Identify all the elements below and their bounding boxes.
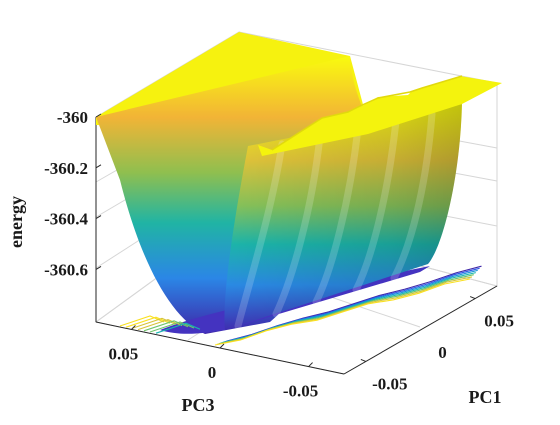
pc3-tick-mark-1	[219, 343, 225, 349]
well-ridge-5	[390, 110, 436, 282]
z-tick-mark-2	[95, 215, 102, 220]
plateau-near	[258, 76, 502, 156]
z-tick-label-2: -360.4	[44, 210, 88, 229]
pc1-tick-mark-1	[469, 296, 476, 300]
z-tick-mark-3	[95, 265, 102, 270]
z-tick-label-1: -360.2	[44, 159, 88, 178]
z-tick-mark-0	[95, 113, 102, 118]
contour-far-0	[119, 315, 165, 327]
z-tick-mark-1	[95, 164, 102, 169]
contour-far-1	[125, 316, 171, 328]
contour-near-6	[214, 278, 471, 346]
contour-far-5	[149, 321, 195, 333]
pc3-tick-label-0: 0.05	[109, 344, 139, 363]
floor-contours	[119, 265, 482, 346]
well-ridge-3	[312, 124, 362, 306]
pc3-tick-labels: 0.05 0 -0.05	[109, 325, 318, 401]
contour-far-3	[137, 319, 183, 331]
contour-far-2	[131, 317, 177, 329]
pc3-tick-label-1: 0	[208, 363, 217, 382]
z-tick-label-3: -360.6	[44, 260, 88, 279]
pc3-axis-label: PC3	[182, 395, 215, 415]
plateau-near-steps	[271, 75, 463, 151]
pc1-tick-label-zero: 0	[438, 343, 447, 362]
z-tick-labels: -360 -360.2 -360.4 -360.6	[44, 108, 102, 279]
pc1-axis-line	[343, 285, 498, 375]
pc1-tick-label-1: 0.05	[484, 312, 514, 331]
pc3-tick-mark-0	[131, 325, 136, 330]
pc3-tick-mark-2	[308, 362, 313, 367]
well-ridge-1	[234, 140, 286, 330]
z-axis-label: energy	[6, 196, 26, 248]
pc1-tick-mark-0	[360, 358, 367, 362]
pc1-axis-label: PC1	[469, 387, 502, 407]
well-ridges	[234, 110, 436, 330]
near-wall-shading	[224, 104, 462, 330]
pc3-tick-label-2: -0.05	[283, 382, 318, 401]
z-tick-label-0: -360	[57, 108, 88, 127]
pc1-tick-label-0: -0.05	[372, 374, 407, 393]
pc1-tick-labels: -0.05 0.05 0	[360, 296, 514, 393]
well-ridge-4	[352, 117, 400, 294]
contour-far-6	[155, 322, 201, 334]
contour-far-4	[143, 320, 189, 332]
well-ridge-2	[272, 132, 324, 318]
energy-surface	[96, 32, 502, 334]
